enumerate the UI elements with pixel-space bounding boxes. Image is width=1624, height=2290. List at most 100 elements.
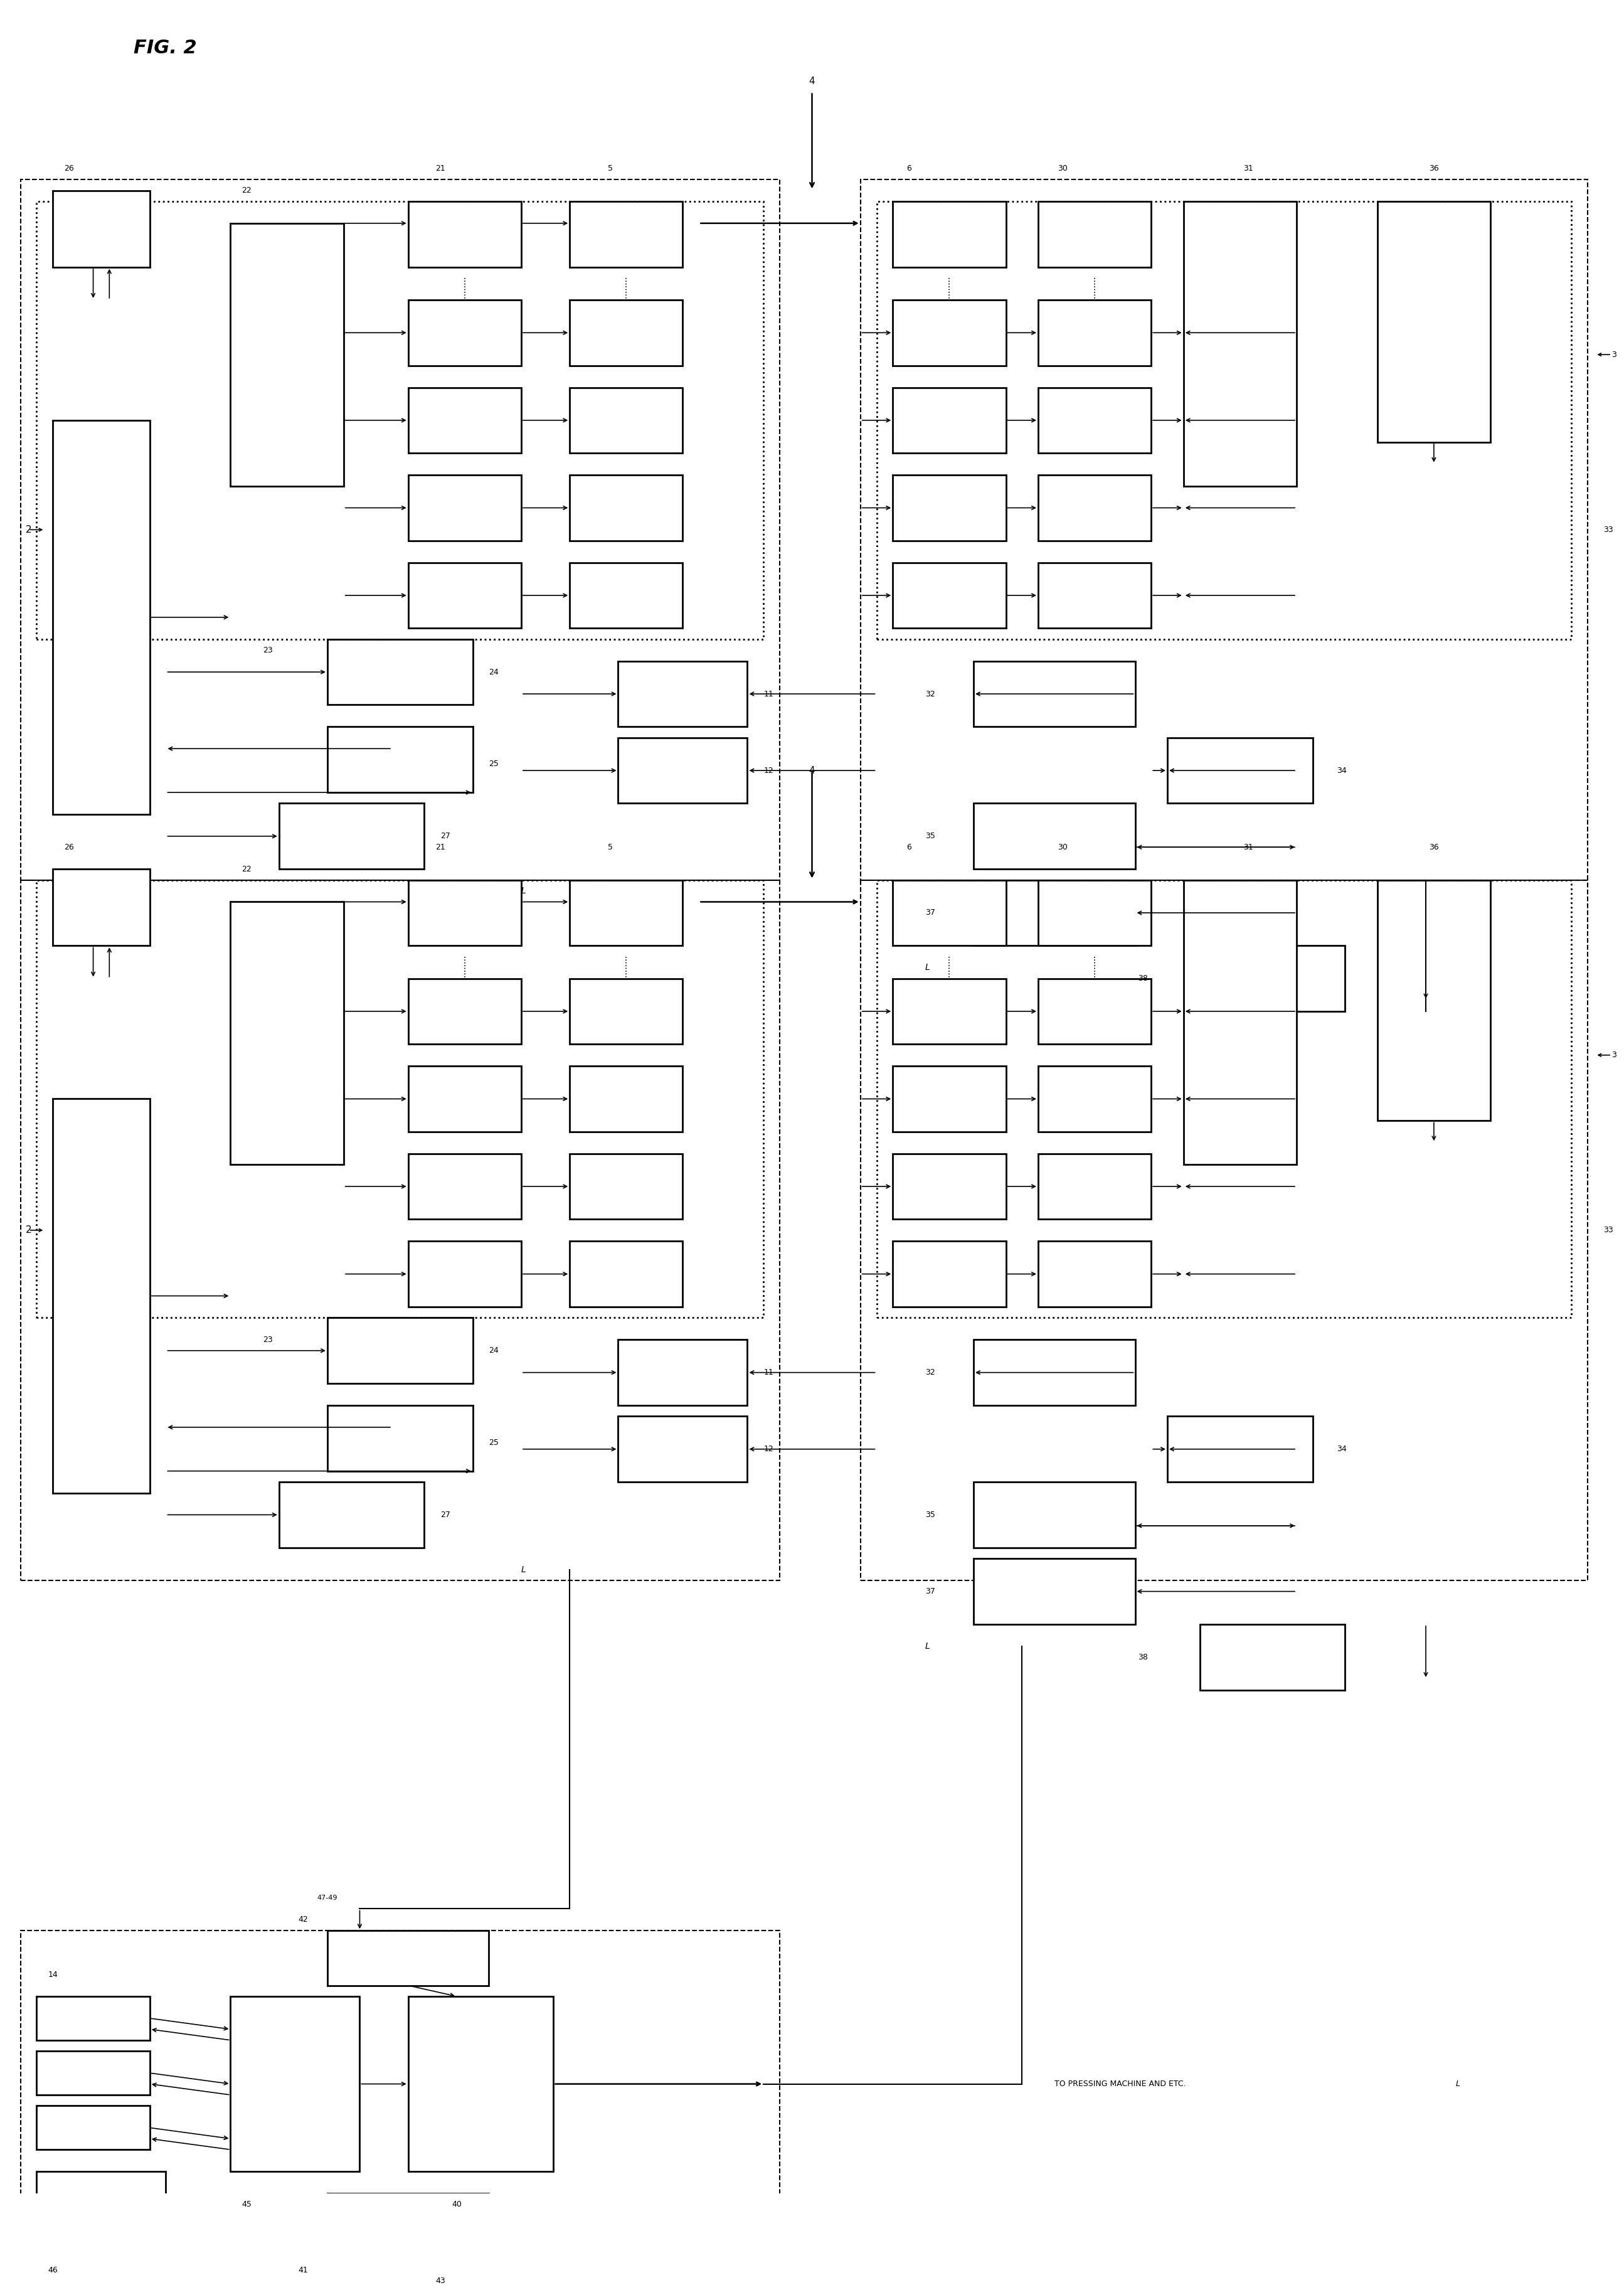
FancyBboxPatch shape (1168, 1415, 1312, 1482)
FancyBboxPatch shape (619, 1415, 747, 1482)
Text: 21: 21 (435, 843, 445, 852)
FancyBboxPatch shape (570, 879, 682, 946)
FancyBboxPatch shape (1038, 978, 1151, 1044)
Text: 40: 40 (451, 2201, 461, 2208)
FancyBboxPatch shape (408, 563, 521, 627)
FancyBboxPatch shape (231, 222, 344, 485)
FancyBboxPatch shape (1038, 474, 1151, 540)
FancyBboxPatch shape (231, 902, 344, 1166)
Text: 12: 12 (763, 1445, 773, 1454)
FancyBboxPatch shape (973, 879, 1135, 946)
FancyBboxPatch shape (1038, 1241, 1151, 1308)
FancyBboxPatch shape (1184, 879, 1296, 1166)
FancyBboxPatch shape (328, 1930, 489, 1985)
FancyBboxPatch shape (1200, 1624, 1345, 1690)
FancyBboxPatch shape (1038, 879, 1151, 946)
Text: 21: 21 (435, 165, 445, 172)
Text: 25: 25 (489, 1438, 499, 1447)
FancyBboxPatch shape (893, 978, 1005, 1044)
FancyBboxPatch shape (231, 1997, 361, 2171)
FancyBboxPatch shape (408, 474, 521, 540)
FancyBboxPatch shape (570, 202, 682, 268)
Text: 30: 30 (1057, 165, 1067, 172)
Text: 31: 31 (1244, 843, 1254, 852)
Text: FIG. 2: FIG. 2 (133, 39, 197, 57)
FancyBboxPatch shape (619, 1340, 747, 1406)
FancyBboxPatch shape (54, 421, 149, 815)
Text: 4: 4 (809, 76, 815, 85)
FancyBboxPatch shape (1377, 879, 1491, 1120)
Text: 24: 24 (489, 1347, 499, 1356)
Text: 37: 37 (926, 1587, 935, 1596)
Text: 30: 30 (1057, 843, 1067, 852)
Text: 5: 5 (607, 843, 612, 852)
Text: 2: 2 (26, 524, 31, 534)
FancyBboxPatch shape (893, 879, 1005, 946)
FancyBboxPatch shape (37, 2052, 149, 2095)
Text: L: L (1457, 2079, 1460, 2088)
FancyBboxPatch shape (570, 1241, 682, 1308)
Text: L: L (521, 1564, 526, 1573)
FancyBboxPatch shape (1038, 300, 1151, 366)
FancyBboxPatch shape (1038, 1067, 1151, 1131)
FancyBboxPatch shape (54, 1099, 149, 1493)
FancyBboxPatch shape (1038, 1154, 1151, 1218)
FancyBboxPatch shape (408, 1067, 521, 1131)
Text: 33: 33 (1603, 527, 1613, 534)
Text: 26: 26 (63, 843, 75, 852)
FancyBboxPatch shape (893, 1067, 1005, 1131)
FancyBboxPatch shape (973, 1559, 1135, 1624)
Text: L: L (926, 1642, 931, 1651)
FancyBboxPatch shape (570, 300, 682, 366)
FancyBboxPatch shape (1038, 202, 1151, 268)
FancyBboxPatch shape (37, 2171, 166, 2237)
FancyBboxPatch shape (54, 190, 149, 268)
FancyBboxPatch shape (408, 879, 521, 946)
FancyBboxPatch shape (408, 300, 521, 366)
FancyBboxPatch shape (893, 1241, 1005, 1308)
FancyBboxPatch shape (279, 804, 424, 868)
Text: 34: 34 (1337, 1445, 1346, 1454)
Text: 33: 33 (1603, 1225, 1613, 1234)
Text: 36: 36 (1429, 165, 1439, 172)
FancyBboxPatch shape (408, 1241, 521, 1308)
Text: 22: 22 (242, 185, 252, 195)
FancyBboxPatch shape (570, 563, 682, 627)
Text: 43: 43 (435, 2276, 445, 2285)
Text: 31: 31 (1244, 165, 1254, 172)
Text: 2: 2 (26, 1225, 31, 1234)
FancyBboxPatch shape (973, 804, 1135, 868)
FancyBboxPatch shape (37, 2107, 149, 2150)
Text: 32: 32 (926, 1369, 935, 1376)
Text: 3: 3 (1611, 350, 1616, 360)
Text: 47-49: 47-49 (317, 1894, 338, 1901)
Text: 38: 38 (1138, 1653, 1148, 1660)
Text: 27: 27 (440, 1511, 450, 1518)
Text: 26: 26 (63, 165, 75, 172)
Text: 3: 3 (1611, 1051, 1616, 1060)
Text: 37: 37 (926, 909, 935, 916)
FancyBboxPatch shape (408, 1997, 554, 2171)
FancyBboxPatch shape (973, 1482, 1135, 1548)
Text: 35: 35 (926, 831, 935, 840)
Text: 6: 6 (906, 843, 911, 852)
Text: 42: 42 (299, 1917, 309, 1924)
FancyBboxPatch shape (408, 202, 521, 268)
Text: L: L (926, 964, 931, 971)
FancyBboxPatch shape (570, 978, 682, 1044)
FancyBboxPatch shape (893, 563, 1005, 627)
FancyBboxPatch shape (328, 726, 473, 792)
FancyBboxPatch shape (408, 387, 521, 453)
FancyBboxPatch shape (328, 1317, 473, 1383)
FancyBboxPatch shape (619, 737, 747, 804)
FancyBboxPatch shape (408, 2214, 554, 2258)
Text: 27: 27 (440, 831, 450, 840)
Text: 34: 34 (1337, 767, 1346, 774)
FancyBboxPatch shape (570, 387, 682, 453)
FancyBboxPatch shape (37, 1997, 149, 2040)
Text: 22: 22 (242, 866, 252, 872)
FancyBboxPatch shape (408, 1154, 521, 1218)
FancyBboxPatch shape (328, 2194, 489, 2249)
FancyBboxPatch shape (893, 387, 1005, 453)
FancyBboxPatch shape (973, 1340, 1135, 1406)
